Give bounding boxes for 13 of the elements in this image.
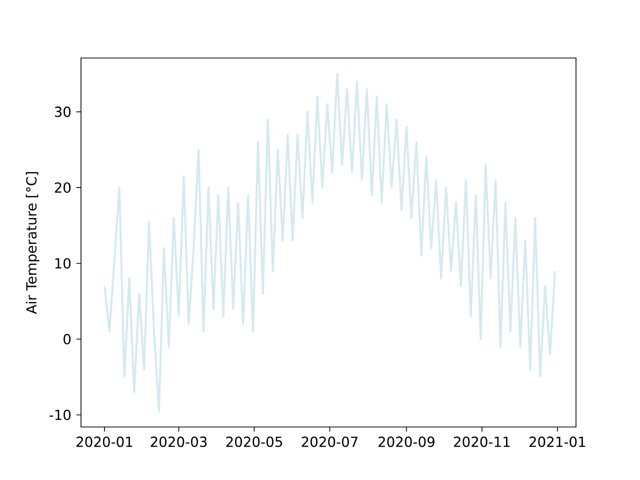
y-tick-label: 0: [64, 334, 71, 344]
x-tick-label: 2020-01: [76, 436, 132, 448]
x-tick-label: 2021-01: [529, 436, 586, 448]
y-tick-label: 20: [54, 182, 71, 193]
x-tick-label: 2020-11: [454, 436, 510, 448]
x-tick-label: 2020-07: [302, 436, 358, 448]
x-tick-label: 2020-09: [378, 436, 434, 448]
y-tick-label: -10: [50, 410, 71, 420]
x-tick-label: 2020-05: [226, 436, 282, 448]
y-axis-title: Air Temperature [°C]: [26, 172, 40, 314]
y-tick-label: 30: [54, 106, 71, 118]
x-tick-label: 2020-03: [150, 436, 207, 448]
y-tick-label: 10: [55, 258, 71, 269]
